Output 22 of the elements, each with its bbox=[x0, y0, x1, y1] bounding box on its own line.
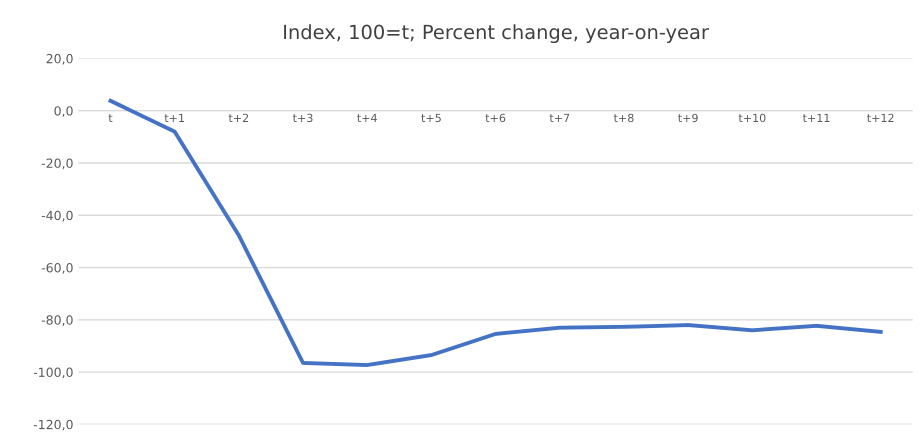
chart-title: Index, 100=t; Percent change, year-on-year bbox=[284, 24, 709, 44]
x-tick-label: t+5 bbox=[421, 114, 441, 122]
x-tick-label: t+8 bbox=[614, 114, 634, 122]
x-tick-label: t+2 bbox=[228, 114, 248, 122]
x-tick-label: t+4 bbox=[357, 114, 377, 122]
y-tick-label: 20,0 bbox=[46, 54, 73, 65]
x-tick-label: t+9 bbox=[678, 114, 698, 122]
y-tick-label: -40,0 bbox=[42, 210, 73, 222]
y-tick-label: -60,0 bbox=[42, 263, 73, 274]
y-tick-label: -20,0 bbox=[42, 158, 73, 170]
x-tick-label: t+7 bbox=[550, 114, 570, 122]
x-tick-label: t+10 bbox=[738, 114, 766, 122]
y-tick-label: -80,0 bbox=[42, 315, 73, 326]
x-tick-label: t+1 bbox=[164, 114, 184, 122]
x-tick-label: t+11 bbox=[802, 114, 830, 122]
y-tick-label: -100,0 bbox=[34, 368, 73, 378]
x-tick-label: t bbox=[108, 114, 112, 122]
x-tick-label: t+12 bbox=[867, 114, 894, 122]
y-tick-label: 0,0 bbox=[54, 106, 73, 117]
x-tick-label: t+6 bbox=[486, 114, 506, 122]
y-tick-label: -120,0 bbox=[34, 420, 73, 431]
x-tick-label: t+3 bbox=[292, 114, 312, 122]
